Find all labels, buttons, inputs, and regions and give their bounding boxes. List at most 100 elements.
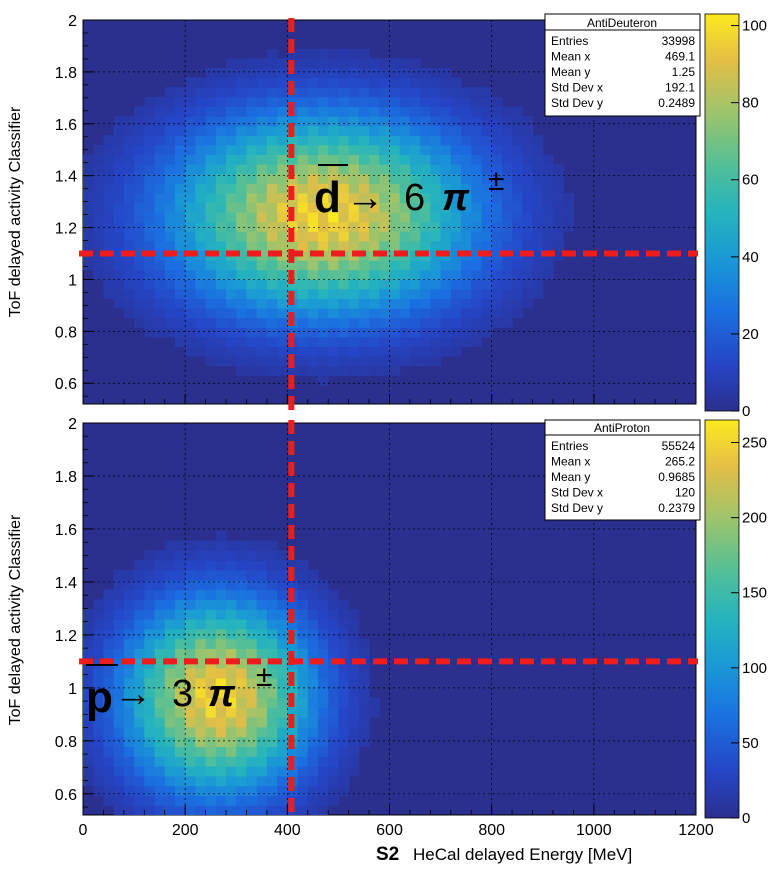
top-heat-cell	[379, 298, 391, 309]
top-heat-cell	[501, 298, 513, 309]
bot-heat-cell	[226, 677, 237, 689]
bot-heat-cell	[256, 619, 268, 630]
top-heat-cell	[215, 279, 227, 290]
top-heat-cell	[399, 327, 411, 338]
top-annotation-arrow: →	[346, 177, 384, 219]
bot-heat-cell	[144, 746, 156, 757]
top-heat-cell	[399, 144, 411, 155]
top-heat-cell	[123, 144, 135, 155]
top-heat-cell	[552, 240, 564, 251]
top-heat-cell	[256, 308, 268, 319]
top-heat-cell	[358, 173, 370, 184]
bot-heat-cell	[134, 560, 145, 571]
bot-heat-cell	[246, 756, 258, 767]
top-heat-cell	[379, 336, 391, 347]
top-heat-cell	[134, 221, 145, 232]
bot-heat-cell	[83, 736, 94, 747]
top-heat-cell	[420, 336, 431, 347]
bot-heat-cell	[134, 805, 145, 815]
top-heat-cell	[440, 135, 452, 146]
bot-heat-cell	[154, 599, 166, 610]
top-heat-cell	[266, 317, 278, 328]
top-heat-cell	[246, 116, 258, 127]
top-heat-cell	[338, 336, 350, 347]
top-heat-cell	[226, 192, 237, 203]
bot-heat-cell	[174, 658, 186, 669]
top-heat-cell	[185, 154, 196, 165]
bot-heat-cell	[236, 697, 248, 708]
bot-heat-cell	[256, 726, 268, 738]
top-heat-cell	[532, 250, 544, 261]
top-heat-cell	[399, 260, 411, 271]
bot-heat-cell	[317, 648, 329, 659]
top-heat-cell	[481, 221, 493, 232]
bot-heat-cell	[185, 726, 196, 738]
top-heat-cell	[532, 183, 544, 194]
top-colorbar	[704, 13, 740, 412]
bot-heat-cell	[144, 550, 156, 561]
top-heat-cell	[348, 317, 360, 328]
top-heat-cell	[185, 135, 196, 146]
top-heat-cell	[134, 279, 145, 290]
top-heat-cell	[83, 154, 94, 165]
bot-heat-cell	[134, 628, 145, 640]
bot-heat-cell	[348, 638, 360, 649]
bot-heat-cell	[307, 726, 319, 738]
bot-heat-cell	[103, 726, 115, 738]
bot-heat-cell	[256, 579, 268, 591]
bot-heat-cell	[317, 668, 329, 679]
top-heat-cell	[430, 308, 442, 319]
top-heat-cell	[185, 77, 196, 88]
bot-heat-cell	[236, 668, 248, 679]
bot-heat-cell	[215, 677, 227, 689]
bot-heat-cell	[328, 687, 340, 698]
bot-x-tick-label: 1200	[678, 822, 714, 839]
bot-heat-cell	[226, 579, 237, 591]
top-heat-cell	[246, 221, 258, 232]
top-heat-cell	[93, 183, 105, 194]
top-heat-cell	[307, 288, 319, 299]
top-heat-cell	[430, 260, 442, 271]
bot-heat-cell	[174, 579, 186, 591]
top-heat-cell	[174, 288, 186, 299]
top-heat-cell	[236, 125, 248, 136]
top-heat-cell	[369, 327, 380, 338]
bot-heat-cell	[134, 658, 145, 669]
top-heat-cell	[399, 154, 411, 165]
top-heat-cell	[144, 202, 156, 213]
bot-heat-cell	[83, 756, 94, 767]
top-heat-cell	[399, 346, 411, 357]
bot-heat-cell	[348, 668, 360, 679]
top-heat-cell	[389, 308, 401, 319]
bot-heat-cell	[93, 677, 105, 689]
top-heat-cell	[256, 192, 268, 203]
top-heat-cell	[491, 202, 503, 213]
top-heat-cell	[491, 192, 503, 203]
top-heat-cell	[266, 77, 278, 88]
top-heat-cell	[215, 231, 227, 242]
top-heat-cell	[164, 154, 176, 165]
top-heat-cell	[522, 288, 534, 299]
top-stats-label: Mean x	[551, 50, 590, 64]
bot-x-tick-label: 400	[274, 822, 301, 839]
top-heat-cell	[440, 231, 452, 242]
top-heat-cell	[134, 135, 145, 146]
top-heat-cell	[450, 154, 462, 165]
bot-heat-cell	[144, 628, 156, 640]
top-heat-cell	[164, 87, 176, 98]
top-heat-cell	[195, 144, 207, 155]
bot-heat-cell	[174, 668, 186, 679]
top-heat-cell	[471, 240, 483, 251]
bot-heat-cell	[307, 707, 319, 718]
top-heat-cell	[317, 212, 329, 223]
bot-heat-cell	[164, 687, 176, 698]
bot-heat-cell	[134, 668, 145, 679]
bot-heat-cell	[185, 560, 196, 571]
top-heat-cell	[338, 77, 350, 88]
top-heat-cell	[369, 192, 380, 203]
top-heat-cell	[471, 231, 483, 242]
top-heat-cell	[205, 317, 217, 328]
top-colorbar-tick-label: 60	[742, 172, 759, 189]
top-heat-cell	[461, 308, 472, 319]
bot-heat-cell	[113, 648, 125, 659]
